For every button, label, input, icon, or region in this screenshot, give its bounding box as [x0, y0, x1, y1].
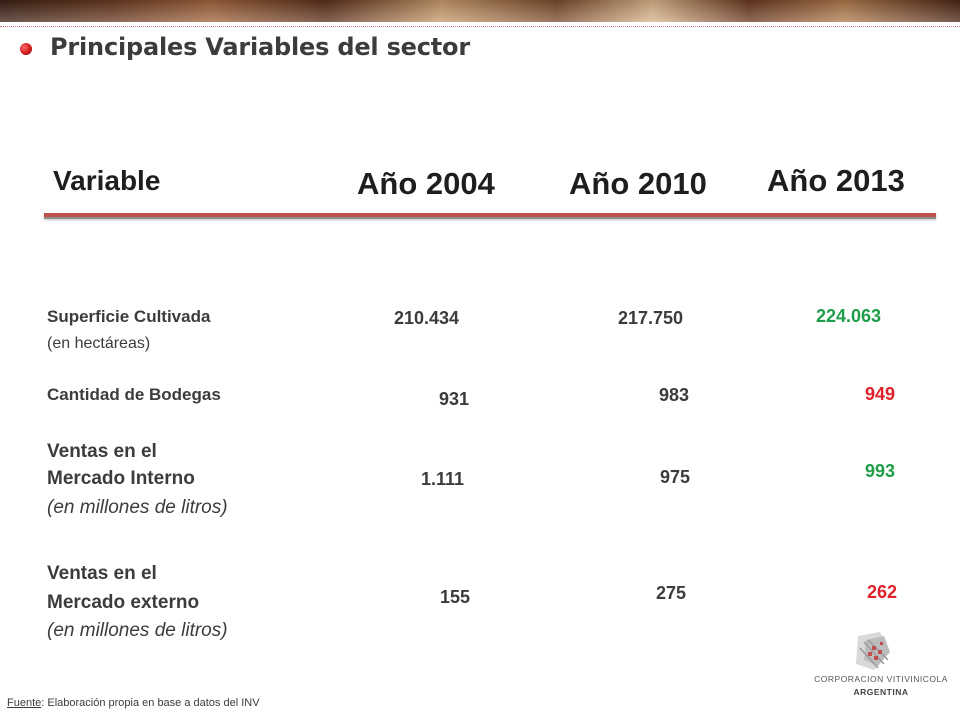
logo-mark-icon — [856, 632, 890, 670]
header-banner-image — [0, 0, 960, 22]
row-unit-mercado-interno: (en millones de litros) — [47, 497, 228, 518]
value-mercado-interno-2013: 993 — [865, 461, 896, 481]
value-mercado-externo-2010: 275 — [656, 583, 687, 603]
value-bodegas-2013: 949 — [865, 384, 896, 404]
row-label-bodegas: Cantidad de Bodegas — [47, 385, 221, 404]
row-label-mercado-externo-line1: Ventas en el — [47, 563, 157, 584]
row-unit-mercado-externo: (en millones de litros) — [47, 620, 228, 641]
value-superficie-2013: 224.063 — [816, 306, 882, 326]
value-superficie-2010: 217.750 — [618, 308, 684, 328]
row-unit-superficie: (en hectáreas) — [47, 335, 151, 352]
row-label-mercado-interno-line2: Mercado Interno — [47, 468, 195, 489]
column-header-2013: Año 2013 — [767, 163, 905, 198]
value-superficie-2004: 210.434 — [394, 308, 460, 328]
value-mercado-interno-2010: 975 — [660, 467, 691, 487]
row-label-mercado-externo-line2: Mercado externo — [47, 592, 200, 613]
value-bodegas-2004: 931 — [439, 389, 470, 409]
value-mercado-interno-2004: 1.111 — [421, 469, 465, 489]
column-header-2004: Año 2004 — [357, 166, 495, 201]
row-label-mercado-interno-line1: Ventas en el — [47, 441, 157, 462]
corporacion-vitivinicola-logo: CORPORACION VITIVINICOLA ARGENTINA — [806, 630, 956, 712]
source-label: Fuente — [7, 697, 42, 709]
header-underline — [44, 213, 936, 219]
value-bodegas-2010: 983 — [659, 385, 690, 405]
value-mercado-externo-2004: 155 — [440, 587, 471, 607]
logo-text-line2: ARGENTINA — [853, 687, 909, 697]
title-bullet-icon — [20, 43, 32, 55]
logo-text-line1: CORPORACION VITIVINICOLA — [814, 674, 948, 684]
source-note: Fuente: Elaboración propia en base a dat… — [7, 697, 260, 709]
header-divider — [0, 26, 960, 27]
value-mercado-externo-2013: 262 — [867, 582, 898, 602]
row-label-superficie: Superficie Cultivada — [47, 307, 211, 326]
column-header-2010: Año 2010 — [569, 166, 707, 201]
slide-title: Principales Variables del sector — [50, 33, 470, 61]
column-header-variable: Variable — [53, 165, 161, 196]
source-text: : Elaboración propia en base a datos del… — [41, 697, 260, 709]
